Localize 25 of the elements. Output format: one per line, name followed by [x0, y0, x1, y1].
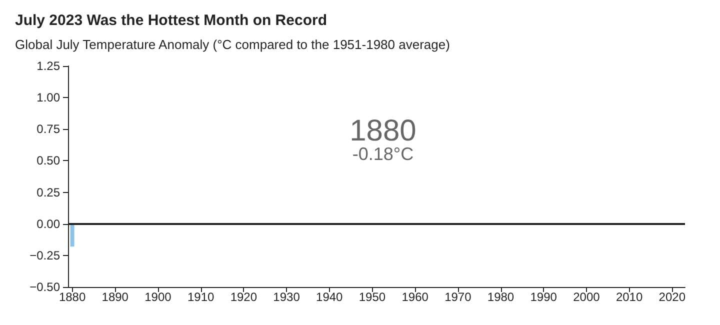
chart-title: July 2023 Was the Hottest Month on Record [15, 12, 327, 29]
x-tick-label: 1890 [102, 290, 129, 304]
x-tick-label: 1990 [530, 290, 558, 304]
x-tick-label: 1930 [273, 290, 300, 304]
x-tick-label: 2020 [658, 290, 686, 304]
x-tick-label: 1940 [316, 290, 344, 304]
y-tick-label: 1.25 [36, 59, 60, 73]
y-tick-label: 1.00 [36, 90, 60, 105]
x-tick-label: 1950 [358, 290, 386, 304]
y-tick-label: −0.25 [30, 248, 60, 262]
x-tick-label: 1960 [402, 290, 429, 304]
x-tick-label: 2000 [573, 290, 600, 304]
x-tick-label: 1910 [187, 290, 214, 304]
y-tick-label: 0.25 [36, 185, 60, 200]
y-tick-label: −0.50 [30, 280, 60, 294]
chart-subtitle: Global July Temperature Anomaly (°C compared to the 1951-1980 average) [15, 37, 450, 52]
x-tick-label: 1900 [144, 290, 172, 304]
x-tick-label: 1920 [230, 290, 258, 304]
y-tick-label: 0.00 [36, 216, 60, 231]
x-tick-label: 2010 [616, 290, 643, 304]
x-tick-label: 1970 [444, 290, 472, 304]
y-tick-label: 0.50 [36, 154, 60, 168]
x-tick-label: 1980 [487, 290, 514, 304]
y-tick-label: 0.75 [36, 122, 60, 136]
x-tick-label: 1880 [58, 290, 86, 304]
